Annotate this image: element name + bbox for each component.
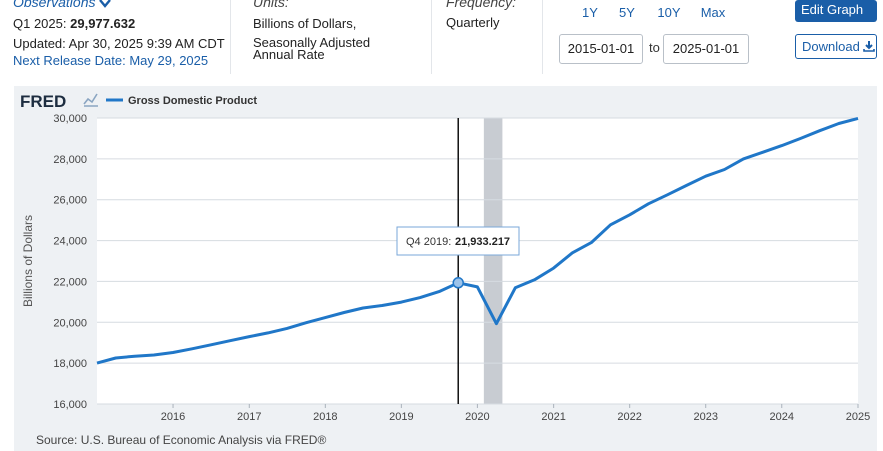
series-group <box>96 116 859 365</box>
date-to-label: to <box>649 40 660 55</box>
y-tick-label: 20,000 <box>53 317 87 329</box>
frequency-column: Frequency: Quarterly <box>431 0 542 74</box>
tooltip-value: 21,933.217 <box>455 236 510 248</box>
download-label: Download <box>802 39 860 54</box>
y-tick-label: 28,000 <box>53 154 87 166</box>
y-tick-label: 16,000 <box>53 399 87 411</box>
range-1y-button[interactable]: 1Y <box>582 5 598 20</box>
fred-logo: FRED <box>20 92 66 111</box>
recession-band-group <box>483 118 503 404</box>
x-tick-label: 2016 <box>161 411 185 423</box>
observation-value: 29,977.632 <box>70 16 136 31</box>
frequency-title: Frequency: <box>446 0 517 10</box>
date-range-column: 1Y 5Y 10Y Max 2015-01-01 to 2025-01-01 <box>542 0 763 74</box>
x-tick-labels: 2016 2017 2018 2019 2020 2021 2022 2023 2024 2025 <box>161 404 870 423</box>
plot-area <box>97 118 858 404</box>
updated-text: Updated: Apr 30, 2025 9:39 AM CDT <box>13 36 225 51</box>
tooltip-box <box>396 226 520 256</box>
series-line <box>96 116 859 365</box>
source-note: Source: U.S. Bureau of Economic Analysis… <box>36 433 327 447</box>
y-tick-label: 26,000 <box>53 195 87 207</box>
y-axis-label: Billions of Dollars <box>21 214 35 308</box>
latest-observation: Q1 2025: 29,977.632 <box>13 16 135 31</box>
download-icon <box>863 41 876 52</box>
x-tick-label: 2024 <box>770 411 794 423</box>
y-tick-label: 24,000 <box>53 236 87 248</box>
x-tick-label: 2018 <box>313 411 337 423</box>
x-tick-label: 2017 <box>237 411 261 423</box>
series-header: Observations Q1 2025: 29,977.632 Updated… <box>0 0 883 78</box>
units-title: Units: <box>253 0 289 10</box>
range-5y-button[interactable]: 5Y <box>619 5 635 20</box>
units-line-3: Annual Rate <box>253 47 325 62</box>
x-tick-label: 2022 <box>617 411 641 423</box>
x-tick-label: 2019 <box>389 411 413 423</box>
units-column: Units: Billions of Dollars, Seasonally A… <box>230 0 431 74</box>
highlight-point <box>452 277 464 289</box>
observations-dropdown[interactable]: Observations <box>13 0 112 10</box>
legend: Gross Domestic Product <box>106 95 257 107</box>
next-release-link[interactable]: Next Release Date: May 29, 2025 <box>13 53 209 68</box>
edit-graph-button[interactable]: Edit Graph <box>795 0 877 36</box>
tooltip-label: Q4 2019: <box>406 236 451 248</box>
chart-brand: FRED <box>20 92 98 111</box>
end-date-input[interactable]: 2025-01-01 <box>663 34 749 64</box>
chevron-down-icon[interactable] <box>99 0 112 8</box>
tooltip: Q4 2019: 21,933.217 <box>396 226 520 256</box>
start-date-input[interactable]: 2015-01-01 <box>559 34 643 64</box>
observation-period: Q1 2025: <box>13 16 67 31</box>
units-line-1: Billions of Dollars, <box>253 16 357 31</box>
fred-chart-icon <box>83 93 98 107</box>
x-tick-label: 2025 <box>846 411 870 423</box>
observations-column: Observations Q1 2025: 29,977.632 Updated… <box>0 0 228 74</box>
y-tick-label: 30,000 <box>53 113 87 125</box>
y-tick-labels: 16,000 18,000 20,000 22,000 24,000 26,000 28,0… <box>53 113 87 411</box>
x-tick-label: 2023 <box>693 411 717 423</box>
frequency-value: Quarterly <box>446 15 500 30</box>
y-tick-label: 22,000 <box>53 276 87 288</box>
recession-band <box>483 118 503 404</box>
x-tick-label: 2021 <box>541 411 565 423</box>
x-tick-label: 2020 <box>465 411 489 423</box>
observations-title[interactable]: Observations <box>13 0 96 10</box>
y-tick-label: 18,000 <box>53 358 87 370</box>
legend-label: Gross Domestic Product <box>128 95 257 107</box>
download-button[interactable]: Download <box>795 34 877 59</box>
edit-graph-label: Edit Graph <box>801 2 864 17</box>
range-max-button[interactable]: Max <box>700 5 726 20</box>
units-line-2: Seasonally Adjusted <box>253 35 371 50</box>
range-10y-button[interactable]: 10Y <box>657 5 681 20</box>
gridlines <box>97 117 858 405</box>
